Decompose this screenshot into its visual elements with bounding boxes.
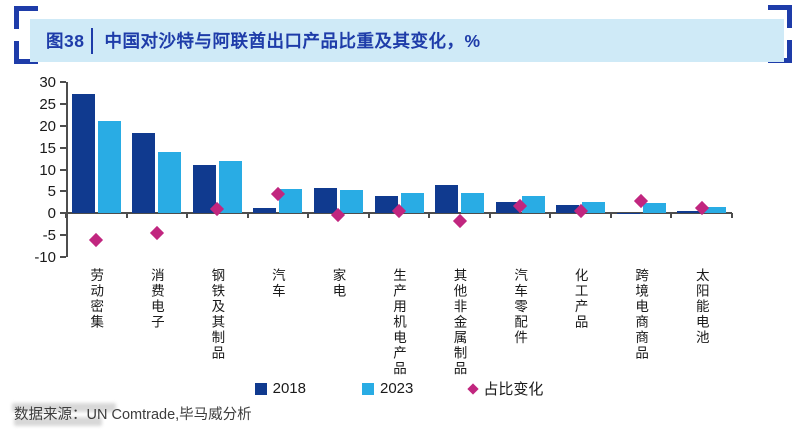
y-tick-label: 25: [39, 95, 56, 113]
bar-2018: [192, 165, 216, 214]
x-category-label: 劳动密集: [88, 268, 104, 330]
legend-item-占比变化: 占比变化: [467, 378, 544, 399]
x-category-label: 汽车: [269, 268, 285, 299]
y-tick-label: -5: [42, 227, 56, 245]
x-tick: [186, 213, 189, 219]
x-category-label: 化工产品: [572, 268, 588, 330]
bar-2023: [400, 192, 424, 214]
y-tick: [60, 212, 66, 215]
bar-chart: 30 25 20 15 10 5 0 -5 -10 劳动密集 消费电子 钢铁及其制品 汽车 家电 生产用机…: [0, 62, 799, 402]
legend: 2018 2023 占比变化: [66, 378, 732, 399]
x-tick: [609, 213, 612, 219]
x-category-label: 太阳能电池: [693, 268, 709, 346]
bar-2018: [677, 210, 701, 214]
x-category-label: 家电: [330, 268, 346, 299]
change-diamond: [149, 225, 164, 240]
y-tick-label: -10: [34, 249, 56, 266]
y-tick-label: 15: [39, 139, 56, 157]
bar-2023: [97, 121, 121, 214]
bar-2018: [435, 184, 459, 214]
y-tick: [60, 81, 66, 83]
legend-square-swatch: [254, 382, 267, 395]
y-tick-label: 30: [39, 74, 56, 91]
bar-2018: [132, 133, 156, 214]
bar-2023: [339, 190, 363, 214]
x-tick: [367, 213, 370, 219]
y-tick: [60, 102, 66, 105]
change-diamond: [89, 233, 104, 248]
x-tick: [549, 213, 552, 219]
bar-2018: [556, 204, 580, 214]
y-tick-label: 20: [39, 117, 56, 135]
x-tick: [125, 213, 128, 219]
bar-2018: [374, 196, 398, 214]
y-tick: [60, 190, 66, 193]
x-category-label: 跨境电商商品: [633, 268, 649, 361]
y-tick-label: 5: [47, 183, 56, 201]
legend-label: 2023: [379, 380, 414, 397]
bar-2023: [703, 206, 727, 214]
bar-2018: [313, 187, 337, 214]
bar-2018: [253, 208, 277, 214]
figure-title: 中国对沙特与阿联酋出口产品比重及其变化，%: [104, 31, 481, 51]
bar-2023: [158, 152, 182, 214]
bar-2018: [616, 212, 640, 214]
y-axis-line: [66, 82, 68, 257]
corner-bracket-top-left: [14, 6, 38, 29]
y-tick-label: 0: [47, 205, 56, 223]
data-source-note: 数据来源：UN Comtrade,毕马威分析: [14, 407, 252, 423]
x-category-label: 其他非金属制品: [451, 268, 467, 377]
figure-number: 图38: [46, 31, 85, 51]
y-tick: [60, 146, 66, 149]
x-tick: [246, 213, 249, 219]
y-tick: [60, 168, 66, 171]
legend-label: 2018: [272, 380, 306, 397]
bar-2023: [521, 196, 545, 214]
bar-2018: [71, 94, 95, 214]
legend-label: 占比变化: [483, 381, 544, 398]
y-tick: [60, 234, 66, 237]
bar-2018: [495, 202, 519, 214]
x-tick: [428, 213, 431, 219]
corner-bracket-bottom-left: [14, 41, 38, 64]
x-category-label: 汽车零配件: [512, 268, 528, 346]
y-tick-label: 10: [39, 161, 56, 179]
x-tick: [307, 213, 310, 219]
x-tick: [65, 213, 67, 219]
x-tick: [731, 213, 733, 219]
legend-item-2018: 2018: [254, 380, 306, 397]
x-category-label: 钢铁及其制品: [209, 268, 225, 361]
y-tick: [60, 124, 66, 127]
x-tick: [488, 213, 491, 219]
bar-2023: [279, 188, 303, 214]
legend-diamond-swatch: [467, 382, 480, 395]
bar-2023: [461, 192, 485, 214]
bar-2023: [218, 160, 242, 214]
legend-item-2023: 2023: [361, 380, 414, 397]
bar-2023: [582, 202, 606, 214]
legend-square-swatch: [361, 382, 374, 395]
change-diamond: [452, 214, 467, 229]
corner-bracket-top-right: [768, 5, 792, 28]
figure-title-bar: 图38 中国对沙特与阿联酋出口产品比重及其变化，%: [30, 19, 784, 62]
x-category-label: 消费电子: [148, 268, 164, 330]
x-tick: [670, 213, 673, 219]
y-tick: [60, 256, 66, 258]
plot-area: [60, 81, 733, 258]
bar-2023: [642, 202, 666, 214]
x-category-label: 生产用机电产品: [391, 268, 406, 377]
title-divider: [91, 27, 94, 54]
